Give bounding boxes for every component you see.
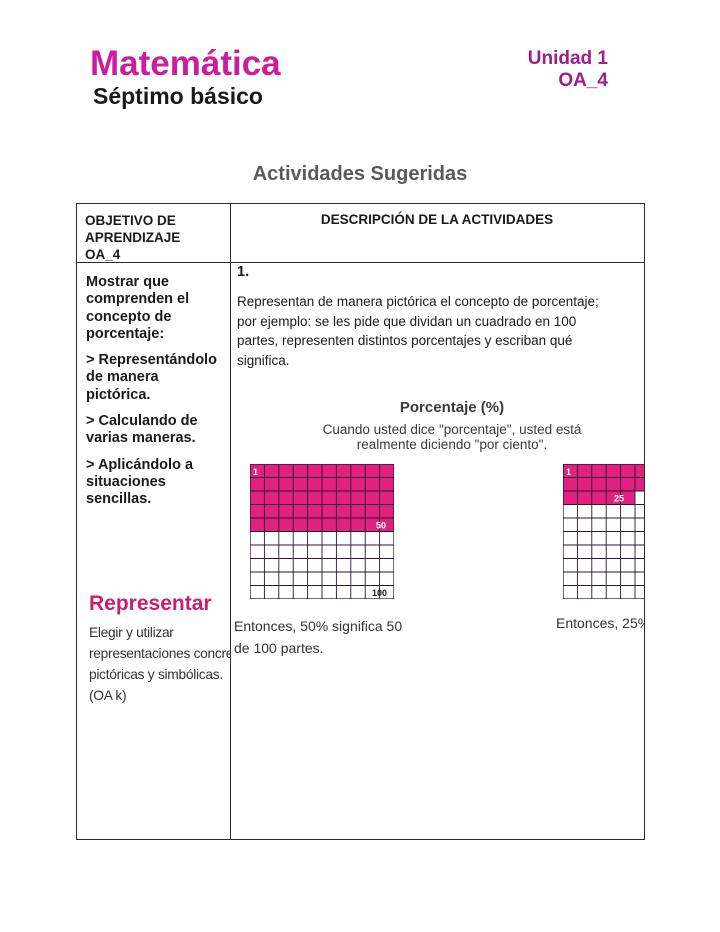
svg-text:1: 1	[566, 467, 571, 477]
svg-text:100: 100	[372, 588, 387, 598]
svg-text:1: 1	[253, 467, 258, 477]
svg-text:25: 25	[614, 494, 624, 504]
svg-text:50: 50	[376, 521, 386, 531]
